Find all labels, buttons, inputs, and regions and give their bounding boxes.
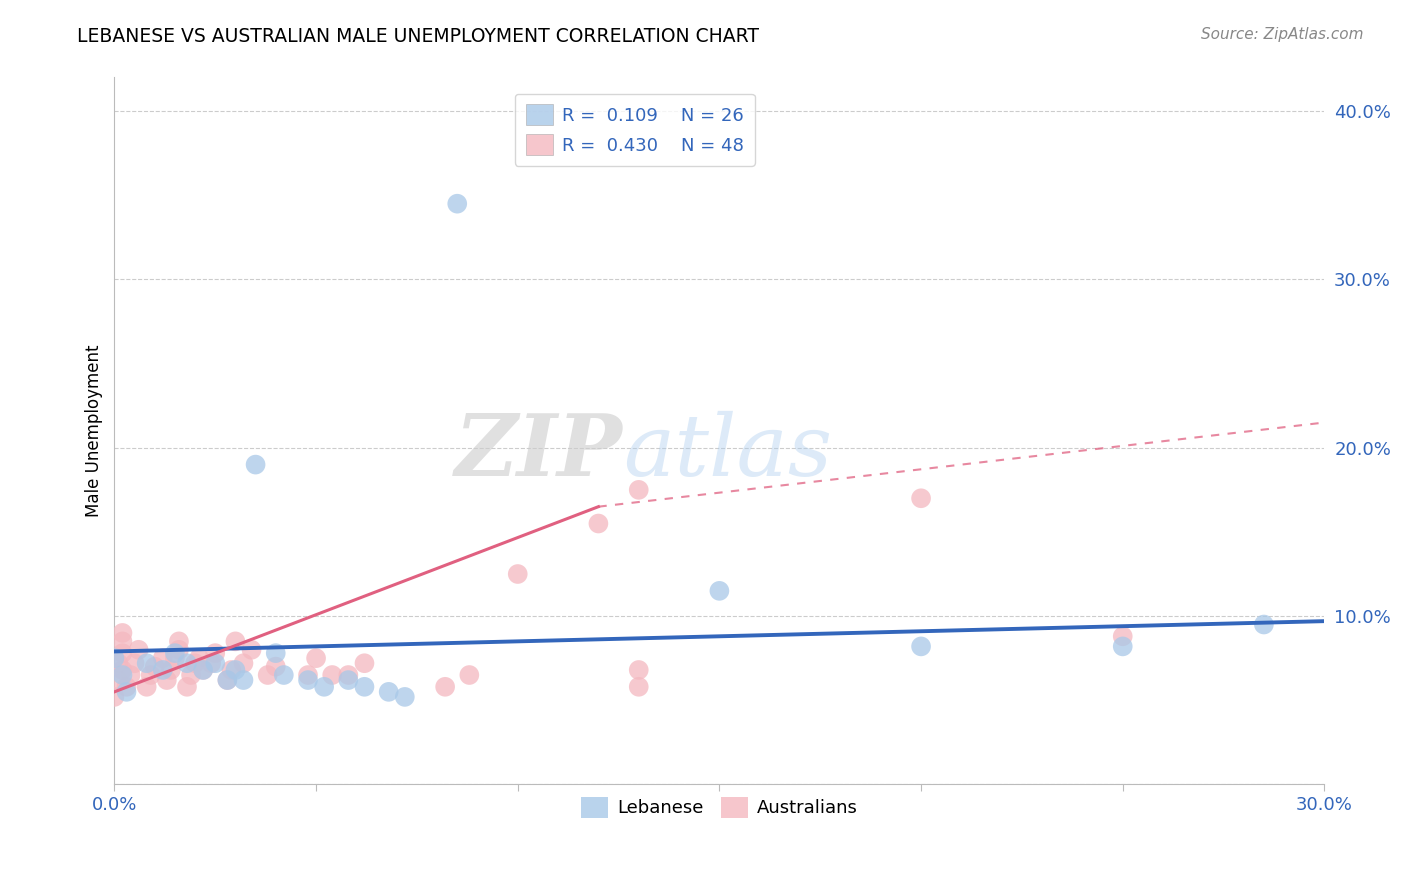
Point (434, 680, 457, 694)
Point (224, 663, 246, 677)
Point (910, 640, 932, 654)
Point (167, 642, 190, 657)
Point (204, 646, 226, 660)
Point (506, 567, 529, 582)
Point (458, 668, 481, 682)
Point (156, 673, 179, 687)
Point (240, 642, 263, 657)
Point (152, 663, 174, 677)
Point (221, 663, 243, 677)
Point (107, 657, 129, 671)
Point (163, 651, 186, 665)
Point (256, 668, 278, 682)
Point (128, 642, 150, 657)
Point (184, 657, 207, 671)
Point (176, 657, 198, 671)
Point (264, 659, 287, 673)
Point (160, 663, 183, 677)
Point (314, 680, 336, 694)
Point (321, 668, 343, 682)
Point (180, 668, 202, 682)
Point (627, 680, 650, 694)
Point (217, 673, 239, 687)
Point (135, 680, 157, 694)
Point (353, 680, 375, 694)
Point (217, 673, 239, 687)
Point (1112, 640, 1135, 654)
Point (1253, 617, 1275, 632)
Point (204, 657, 226, 671)
Point (297, 668, 319, 682)
Point (446, 196, 468, 211)
Point (264, 646, 287, 660)
Point (305, 651, 328, 665)
Text: LEBANESE VS AUSTRALIAN MALE UNEMPLOYMENT CORRELATION CHART: LEBANESE VS AUSTRALIAN MALE UNEMPLOYMENT… (77, 27, 759, 45)
Point (103, 651, 125, 665)
Text: atlas: atlas (623, 411, 832, 493)
Point (111, 663, 134, 677)
Point (188, 651, 211, 665)
Point (297, 673, 319, 687)
Point (111, 668, 134, 682)
Point (111, 626, 134, 640)
Point (394, 690, 416, 704)
Point (111, 646, 134, 660)
Point (115, 685, 138, 699)
Point (103, 690, 125, 704)
Point (377, 685, 399, 699)
Legend: Lebanese, Australians: Lebanese, Australians (574, 789, 866, 825)
Point (588, 516, 610, 531)
Point (191, 663, 214, 677)
Point (910, 491, 932, 506)
Point (167, 634, 190, 648)
Point (273, 668, 295, 682)
Point (224, 634, 246, 648)
Y-axis label: Male Unemployment: Male Unemployment (86, 344, 103, 517)
Point (163, 646, 186, 660)
Text: Source: ZipAtlas.com: Source: ZipAtlas.com (1201, 27, 1364, 42)
Point (353, 657, 375, 671)
Point (1112, 629, 1135, 643)
Point (139, 668, 162, 682)
Point (120, 668, 142, 682)
Point (232, 657, 254, 671)
Text: ZIP: ZIP (454, 410, 623, 494)
Point (152, 651, 174, 665)
Point (245, 458, 267, 472)
Point (191, 663, 214, 677)
Point (200, 657, 222, 671)
Point (232, 673, 254, 687)
Point (176, 680, 198, 694)
Point (115, 680, 138, 694)
Point (337, 673, 360, 687)
Point (143, 659, 166, 673)
Point (135, 657, 157, 671)
Point (709, 583, 731, 598)
Point (124, 657, 146, 671)
Point (111, 634, 134, 648)
Point (627, 483, 650, 497)
Point (337, 668, 360, 682)
Point (627, 663, 650, 677)
Point (107, 673, 129, 687)
